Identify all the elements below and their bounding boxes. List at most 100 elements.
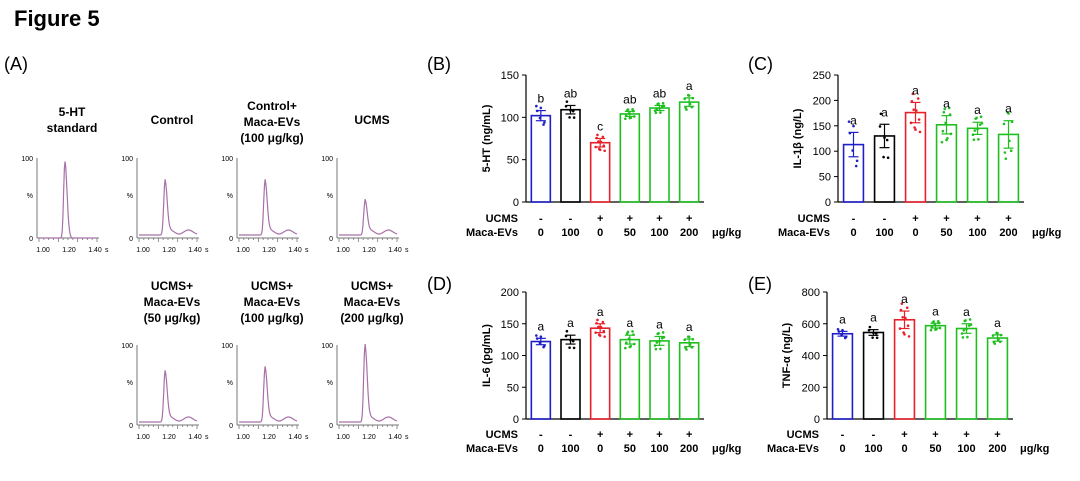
chromatogram-x-label: 1.40 bbox=[188, 434, 202, 441]
data-point bbox=[658, 340, 661, 343]
chromatogram-x-label: 1.20 bbox=[62, 247, 76, 254]
ucms-sign: + bbox=[597, 429, 603, 441]
data-point bbox=[844, 335, 848, 339]
data-point bbox=[543, 344, 546, 348]
dose-unit: μg/kg bbox=[712, 443, 741, 455]
chromatogram-y-bottom: 0 bbox=[129, 236, 133, 243]
data-point bbox=[535, 104, 538, 108]
data-point bbox=[627, 112, 631, 115]
data-point bbox=[564, 334, 568, 338]
bar bbox=[904, 111, 927, 203]
data-point bbox=[654, 347, 658, 351]
maca-evs-dose: 50 bbox=[940, 227, 952, 239]
data-point bbox=[1004, 157, 1008, 160]
significance-letter: a bbox=[850, 113, 857, 127]
maca-evs-dose: 100 bbox=[864, 443, 882, 455]
bar bbox=[589, 327, 611, 420]
data-point bbox=[847, 120, 851, 123]
data-point bbox=[962, 328, 966, 332]
data-point bbox=[916, 97, 920, 100]
data-point bbox=[602, 144, 606, 147]
chromatogram-title-line: UCMS+ bbox=[251, 279, 293, 293]
data-point bbox=[539, 106, 543, 110]
data-point bbox=[602, 329, 606, 333]
bar bbox=[589, 141, 611, 203]
ucms-sign: + bbox=[686, 213, 692, 225]
data-point bbox=[946, 137, 949, 140]
maca-evs-dose: 0 bbox=[538, 443, 544, 455]
ucms-row-label: UCMS bbox=[798, 213, 830, 225]
data-point bbox=[627, 337, 631, 340]
chromatogram-trace bbox=[139, 370, 198, 423]
chromatogram-title-line: standard bbox=[47, 121, 98, 135]
data-point bbox=[685, 108, 688, 111]
maca-evs-dose: 200 bbox=[999, 227, 1017, 239]
bar bbox=[924, 324, 947, 420]
data-point bbox=[965, 327, 968, 331]
data-point bbox=[914, 128, 917, 131]
data-point bbox=[935, 327, 938, 331]
maca-evs-dose: 50 bbox=[624, 227, 636, 239]
data-point bbox=[978, 123, 982, 126]
data-point bbox=[599, 140, 603, 144]
chromatogram-x-label: 1.00 bbox=[136, 434, 150, 441]
bar bbox=[530, 340, 552, 420]
data-point bbox=[655, 341, 659, 344]
bar-chart-y-tick-label: 200 bbox=[813, 95, 831, 107]
data-point bbox=[969, 323, 973, 326]
data-point bbox=[913, 126, 916, 129]
bar bbox=[831, 332, 854, 420]
data-point bbox=[631, 330, 634, 333]
maca-evs-dose: 100 bbox=[875, 227, 893, 239]
data-point bbox=[597, 325, 600, 329]
data-point bbox=[690, 346, 694, 349]
data-point bbox=[564, 104, 568, 108]
bar bbox=[560, 108, 581, 203]
panel-label: (B) bbox=[427, 54, 451, 74]
data-point bbox=[601, 135, 605, 139]
data-point bbox=[875, 336, 879, 340]
data-point bbox=[662, 335, 666, 339]
bar-chart-y-tick-label: 0 bbox=[513, 197, 519, 209]
ucms-row-label: UCMS bbox=[787, 429, 819, 441]
data-point bbox=[976, 127, 979, 131]
chromatogram-x-label: 1.20 bbox=[262, 434, 276, 441]
chromatogram-x-label: 1.40 bbox=[88, 247, 102, 254]
data-point bbox=[595, 321, 598, 325]
data-point bbox=[539, 335, 543, 339]
chromatogram-trace bbox=[239, 179, 298, 236]
chromatogram-y-mid: % bbox=[127, 193, 133, 200]
data-point bbox=[868, 325, 872, 329]
data-point bbox=[852, 124, 855, 128]
chromatogram-title-line: (100 μg/kg) bbox=[240, 131, 303, 145]
bar bbox=[619, 338, 641, 420]
data-point bbox=[929, 328, 933, 332]
data-point bbox=[968, 318, 972, 321]
data-point bbox=[883, 136, 886, 139]
chromatogram-y-bottom: 0 bbox=[229, 236, 233, 243]
data-point bbox=[836, 327, 840, 331]
chromatogram-y-bottom: 0 bbox=[29, 236, 33, 243]
data-point bbox=[972, 138, 976, 142]
ucms-sign: + bbox=[912, 213, 918, 225]
panel-label: (E) bbox=[748, 274, 772, 294]
bar-chart-y-tick-label: 50 bbox=[507, 155, 519, 167]
data-point bbox=[915, 109, 918, 112]
data-point bbox=[594, 145, 597, 149]
ucms-sign: - bbox=[872, 429, 876, 441]
maca-evs-dose: 0 bbox=[597, 443, 603, 455]
data-point bbox=[867, 328, 871, 332]
chromatogram-x-unit: s bbox=[405, 247, 409, 254]
data-point bbox=[871, 336, 874, 339]
data-point bbox=[855, 159, 859, 163]
maca-evs-dose: 200 bbox=[680, 227, 698, 239]
chromatogram-y-top: 100 bbox=[321, 343, 333, 350]
ucms-sign: - bbox=[539, 429, 543, 441]
chromatogram-title-line: Control bbox=[151, 113, 194, 127]
data-point bbox=[659, 347, 662, 351]
data-point bbox=[538, 116, 542, 120]
data-point bbox=[942, 110, 946, 114]
data-point bbox=[974, 117, 977, 120]
data-point bbox=[906, 324, 910, 328]
data-point bbox=[998, 340, 1002, 344]
